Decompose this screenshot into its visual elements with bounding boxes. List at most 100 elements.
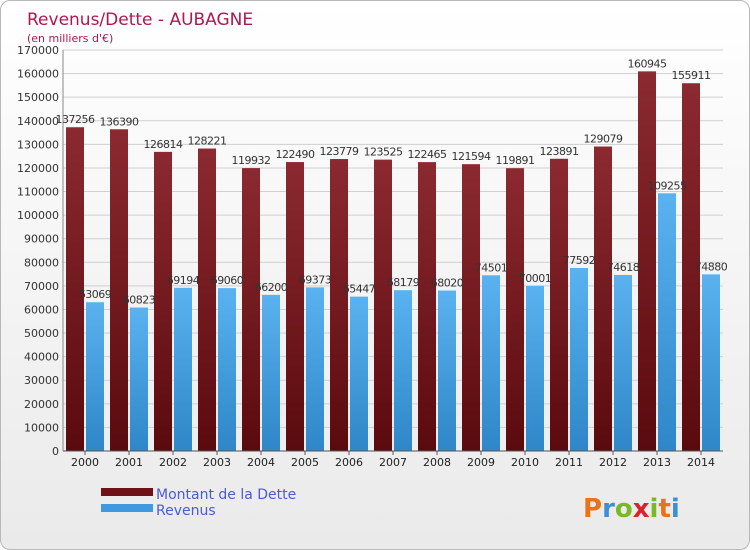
y-tick-label: 160000 [17, 68, 59, 81]
y-tick-label: 10000 [24, 421, 59, 434]
bar-dette [242, 168, 260, 452]
data-label-revenus: 74501 [475, 261, 508, 274]
x-axis: 2000 2001 2002 2003 2004 2005 2006 2007 2008 2009… [63, 450, 723, 469]
data-label-revenus: 77592 [563, 254, 596, 267]
y-tick-label: 100000 [17, 209, 59, 222]
x-tick-label: 2013 [643, 456, 671, 469]
data-label-revenus: 60823 [123, 294, 156, 307]
x-tick-label: 2002 [159, 456, 187, 469]
bar-dette [154, 151, 172, 451]
legend-label: Revenus [156, 503, 216, 519]
bar-revenus [394, 290, 412, 451]
y-tick-label: 130000 [17, 138, 59, 151]
data-label-revenus: 70001 [519, 272, 552, 285]
y-tick-label: 60000 [24, 303, 59, 316]
y-tick-label: 90000 [24, 233, 59, 246]
x-tick-label: 2003 [203, 456, 231, 469]
data-label-dette: 136390 [100, 115, 139, 128]
data-label-revenus: 68020 [431, 277, 464, 290]
bar-dette [66, 127, 84, 452]
data-label-revenus: 63069 [79, 288, 112, 301]
y-tick-label: 0 [52, 445, 59, 458]
bars [66, 71, 720, 452]
bar-revenus [86, 302, 104, 451]
data-label-revenus: 74880 [695, 260, 728, 273]
bar-revenus [570, 267, 588, 451]
bar-revenus [482, 275, 500, 451]
y-tick-label: 40000 [24, 351, 59, 364]
y-tick-label: 20000 [24, 398, 59, 411]
bar-dette [418, 162, 436, 451]
x-tick-label: 2006 [335, 456, 363, 469]
proxiti-logo: Proxiti [583, 494, 680, 524]
bar-revenus [306, 287, 324, 451]
logo-letter: P [583, 494, 602, 524]
bar-dette [330, 159, 348, 452]
data-label-dette: 123525 [364, 146, 403, 159]
legend-swatch [101, 488, 153, 496]
data-label-dette: 119932 [232, 154, 271, 167]
data-label-revenus: 69373 [299, 273, 332, 286]
logo-letter: i [671, 494, 680, 524]
data-label-dette: 129079 [584, 133, 623, 146]
logo-letter: o [615, 494, 633, 524]
bar-revenus [130, 307, 148, 451]
data-label-dette: 126814 [144, 138, 183, 151]
x-tick-label: 2008 [423, 456, 451, 469]
x-tick-label: 2011 [555, 456, 583, 469]
data-label-dette: 123891 [540, 145, 579, 158]
y-tick-label: 120000 [17, 162, 59, 175]
y-tick-label: 80000 [24, 256, 59, 269]
bar-revenus [174, 287, 192, 451]
y-tick-label: 50000 [24, 327, 59, 340]
chart-title: Revenus/Dette - AUBAGNE [27, 10, 253, 30]
data-label-revenus: 65447 [343, 283, 376, 296]
y-tick-label: 150000 [17, 91, 59, 104]
y-tick-label: 140000 [17, 115, 59, 128]
data-label-dette: 123779 [320, 145, 359, 158]
y-tick-label: 30000 [24, 374, 59, 387]
bar-dette [550, 158, 568, 451]
data-label-revenus: 68179 [387, 276, 420, 289]
data-label-dette: 122465 [408, 148, 447, 161]
data-label-dette: 122490 [276, 148, 315, 161]
bar-revenus [702, 274, 720, 451]
x-tick-label: 2005 [291, 456, 319, 469]
logo-letter: t [658, 494, 670, 524]
data-label-dette: 128221 [188, 135, 227, 148]
bar-dette [374, 159, 392, 451]
data-label-dette: 121594 [452, 150, 491, 163]
bar-revenus [350, 296, 368, 451]
data-label-revenus: 66200 [255, 281, 288, 294]
data-label-revenus: 69194 [167, 274, 200, 287]
bar-dette [462, 164, 480, 451]
legend-label: Montant de la Dette [156, 487, 296, 503]
y-tick-label: 110000 [17, 186, 59, 199]
legend-swatch [101, 504, 153, 512]
data-label-dette: 160945 [628, 57, 667, 70]
bar-dette [506, 168, 524, 451]
bar-dette [594, 146, 612, 451]
x-tick-label: 2009 [467, 456, 495, 469]
bar-revenus [218, 288, 236, 451]
bar-dette [638, 71, 656, 452]
logo-letter: x [633, 494, 650, 524]
bar-revenus [262, 294, 280, 451]
grid-lines [63, 49, 723, 452]
logo-letter: r [602, 494, 615, 524]
x-tick-label: 2007 [379, 456, 407, 469]
chart-subtitle: (en milliers d'€) [27, 32, 113, 45]
data-labels: 137256 63069 136390 60823 126814 69194 128221 6… [56, 57, 729, 307]
bar-revenus [658, 193, 676, 451]
bar-revenus [526, 285, 544, 451]
data-label-revenus: 109255 [648, 179, 687, 192]
x-tick-label: 2000 [71, 456, 99, 469]
data-label-revenus: 74618 [607, 261, 640, 274]
logo-letter: i [650, 494, 659, 524]
x-tick-label: 2014 [687, 456, 715, 469]
bar-revenus [438, 290, 456, 451]
x-tick-label: 2001 [115, 456, 143, 469]
